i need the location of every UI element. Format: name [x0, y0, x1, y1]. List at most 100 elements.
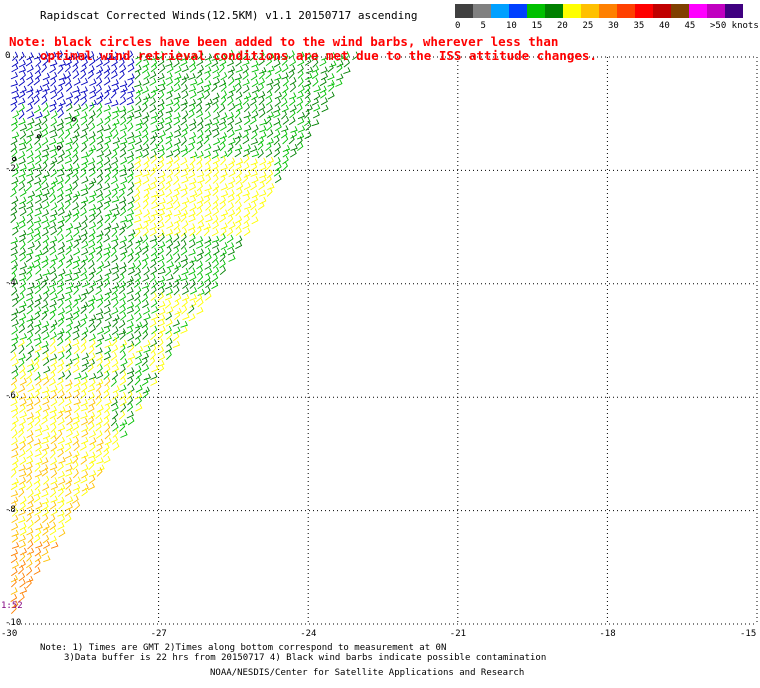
wind-barb	[173, 97, 180, 107]
wind-barb	[26, 195, 34, 205]
wind-barb	[166, 330, 173, 340]
wind-barb	[135, 96, 142, 106]
wind-barb	[80, 69, 87, 80]
wind-barb	[251, 175, 259, 184]
wind-barb	[57, 484, 66, 492]
wind-barb	[34, 169, 42, 178]
wind-barb	[266, 137, 274, 145]
wind-barb	[150, 344, 157, 354]
wind-barb	[151, 325, 158, 335]
wind-barb	[81, 352, 90, 360]
wind-barb	[195, 97, 203, 107]
wind-barb	[180, 184, 188, 192]
wind-barb	[66, 102, 73, 112]
wind-barb	[265, 174, 272, 185]
wind-barb	[10, 207, 18, 216]
wind-barb	[196, 260, 203, 270]
wind-barb	[18, 292, 25, 302]
wind-barb	[11, 64, 19, 73]
wind-barb	[11, 293, 20, 301]
wind-barb	[33, 105, 41, 114]
wind-barb	[327, 91, 335, 100]
wind-barb	[250, 72, 258, 81]
wind-barb	[135, 351, 142, 360]
wind-barb	[65, 358, 73, 367]
wind-barb	[19, 70, 26, 81]
wind-barb	[172, 332, 180, 342]
wind-barb	[50, 168, 57, 178]
wind-barb	[27, 156, 35, 165]
wind-barb	[33, 363, 40, 373]
wind-barb	[204, 247, 211, 257]
wind-barb	[96, 117, 104, 127]
wind-barb	[42, 72, 51, 81]
wind-barb	[96, 77, 103, 87]
wind-barb	[27, 299, 34, 308]
wind-barb	[35, 85, 43, 93]
wind-barb	[50, 443, 58, 452]
wind-barb	[18, 353, 26, 361]
wind-barb	[150, 58, 158, 68]
wind-barb	[88, 131, 96, 140]
wind-barb	[110, 122, 117, 133]
wind-barb	[89, 338, 96, 348]
wind-barb	[143, 188, 150, 198]
wind-barb	[165, 91, 173, 100]
wind-barb	[88, 460, 95, 471]
wind-barb	[142, 169, 150, 177]
wind-barb	[319, 85, 327, 94]
wind-barb	[103, 57, 110, 66]
wind-barb	[95, 417, 103, 426]
wind-barb	[73, 320, 81, 329]
wind-barb	[296, 97, 304, 107]
wind-barb	[65, 92, 74, 100]
wind-barb	[127, 155, 134, 164]
wind-barb	[158, 84, 166, 93]
wind-barb	[196, 69, 203, 79]
wind-barb	[81, 436, 89, 445]
wind-barb	[103, 278, 110, 288]
wind-barb	[18, 324, 26, 334]
wind-barb	[35, 338, 42, 347]
wind-barb	[150, 299, 158, 308]
wind-barb	[95, 84, 102, 94]
wind-barb	[235, 235, 243, 244]
wind-barb	[27, 96, 35, 106]
wind-barb	[27, 241, 35, 250]
wind-barb	[112, 118, 120, 126]
wind-barb	[65, 305, 73, 314]
wind-barb	[65, 469, 73, 477]
wind-barb	[281, 125, 289, 132]
wind-barb	[103, 299, 111, 308]
wind-barb	[219, 248, 227, 257]
wind-barb	[65, 313, 74, 321]
wind-barb	[56, 84, 64, 94]
wind-barb	[189, 131, 197, 140]
wind-barb	[50, 90, 58, 100]
wind-barb	[33, 76, 40, 86]
wind-barb	[56, 118, 64, 127]
wind-barb	[34, 135, 41, 145]
wind-barb	[157, 346, 165, 355]
wind-barb	[180, 58, 188, 67]
wind-barb	[227, 247, 235, 256]
wind-barb	[19, 247, 26, 256]
wind-barb	[150, 150, 157, 159]
wind-barb	[257, 77, 265, 86]
wind-barb	[26, 271, 33, 281]
wind-barb	[158, 182, 165, 192]
wind-barb	[212, 266, 220, 276]
wind-barb	[157, 364, 165, 373]
wind-barb	[242, 189, 250, 197]
wind-barb	[80, 221, 88, 231]
wind-barb	[41, 448, 48, 459]
wind-barb	[73, 285, 79, 296]
wind-barb	[88, 358, 95, 367]
wind-barb	[157, 338, 164, 348]
wind-barb	[19, 262, 28, 270]
wind-barb	[18, 90, 26, 99]
wind-barb	[57, 417, 65, 426]
wind-barb	[26, 457, 34, 465]
wind-barb	[172, 144, 180, 153]
wind-barb	[119, 377, 127, 386]
